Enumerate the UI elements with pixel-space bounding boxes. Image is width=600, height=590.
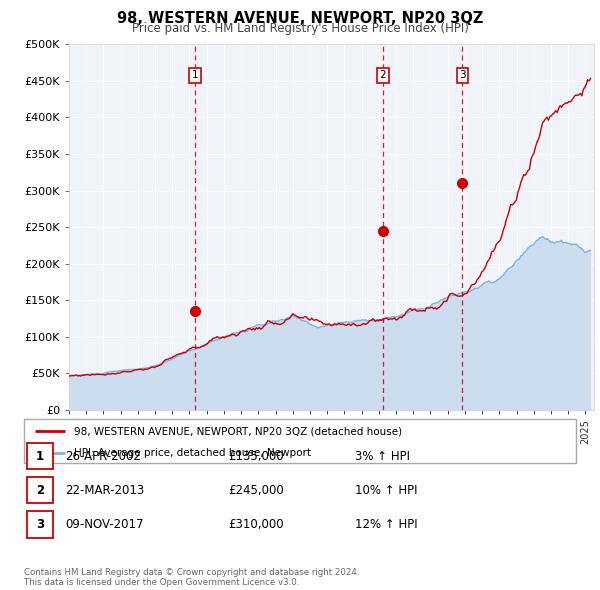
Text: 3: 3	[36, 518, 44, 531]
Text: 3% ↑ HPI: 3% ↑ HPI	[355, 450, 410, 463]
Text: 98, WESTERN AVENUE, NEWPORT, NP20 3QZ: 98, WESTERN AVENUE, NEWPORT, NP20 3QZ	[117, 11, 483, 25]
Bar	[27, 512, 53, 537]
Text: Price paid vs. HM Land Registry's House Price Index (HPI): Price paid vs. HM Land Registry's House …	[131, 22, 469, 35]
Text: 10% ↑ HPI: 10% ↑ HPI	[355, 484, 418, 497]
Text: £135,000: £135,000	[228, 450, 284, 463]
Text: 22-MAR-2013: 22-MAR-2013	[65, 484, 145, 497]
Text: 12% ↑ HPI: 12% ↑ HPI	[355, 518, 418, 531]
Text: Contains HM Land Registry data © Crown copyright and database right 2024.
This d: Contains HM Land Registry data © Crown c…	[24, 568, 359, 587]
Text: 98, WESTERN AVENUE, NEWPORT, NP20 3QZ (detached house): 98, WESTERN AVENUE, NEWPORT, NP20 3QZ (d…	[74, 427, 402, 436]
Bar	[27, 477, 53, 503]
Bar	[27, 443, 53, 469]
Text: 3: 3	[459, 70, 466, 80]
Text: 2: 2	[379, 70, 386, 80]
Text: HPI: Average price, detached house, Newport: HPI: Average price, detached house, Newp…	[74, 448, 311, 458]
Text: 26-APR-2002: 26-APR-2002	[65, 450, 141, 463]
Text: 2: 2	[36, 484, 44, 497]
Text: £245,000: £245,000	[228, 484, 284, 497]
Text: £310,000: £310,000	[228, 518, 284, 531]
Text: 09-NOV-2017: 09-NOV-2017	[65, 518, 144, 531]
Text: 1: 1	[191, 70, 199, 80]
Text: 1: 1	[36, 450, 44, 463]
